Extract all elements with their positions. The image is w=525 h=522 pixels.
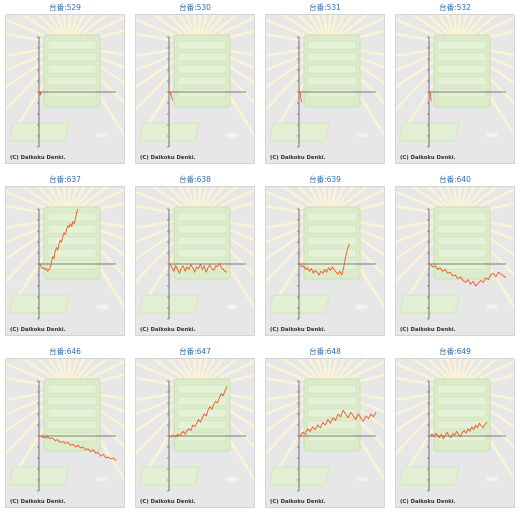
line-chart <box>266 15 384 148</box>
chart-panel: (C) Daikoku Denki. <box>265 358 385 508</box>
chart-panel: (C) Daikoku Denki. <box>395 14 515 164</box>
chart-title[interactable]: 台番:647 <box>179 347 211 356</box>
line-chart <box>266 187 384 320</box>
series-line <box>429 263 507 287</box>
background-decoration <box>396 187 514 314</box>
chart-title[interactable]: 台番:530 <box>179 3 211 12</box>
chart-title[interactable]: 台番:639 <box>309 175 341 184</box>
series-line <box>39 435 117 462</box>
chart-cell: 台番:530 (C) Daikoku Denki. <box>135 0 255 170</box>
chart-title[interactable]: 台番:638 <box>179 175 211 184</box>
series-line <box>299 243 350 276</box>
line-chart <box>6 15 124 148</box>
line-chart <box>6 187 124 320</box>
chart-panel: (C) Daikoku Denki. <box>265 14 385 164</box>
background-decoration <box>136 187 254 314</box>
copyright-text: (C) Daikoku Denki. <box>400 499 456 505</box>
series-line <box>39 208 79 272</box>
chart-panel: (C) Daikoku Denki. <box>395 186 515 336</box>
chart-panel: (C) Daikoku Denki. <box>135 186 255 336</box>
series-line <box>39 91 42 96</box>
chart-title[interactable]: 台番:637 <box>49 175 81 184</box>
chart-panel: (C) Daikoku Denki. <box>5 186 125 336</box>
line-chart <box>396 359 514 492</box>
chart-title[interactable]: 台番:531 <box>309 3 341 12</box>
background-decoration <box>6 15 124 142</box>
series-line <box>299 409 377 437</box>
copyright-text: (C) Daikoku Denki. <box>10 499 66 505</box>
copyright-text: (C) Daikoku Denki. <box>140 499 196 505</box>
chart-title[interactable]: 台番:646 <box>49 347 81 356</box>
series-line <box>429 421 488 440</box>
background-decoration <box>136 15 254 142</box>
line-chart <box>136 15 254 148</box>
chart-cell: 台番:647 (C) Daikoku Denki. <box>135 344 255 514</box>
background-decoration <box>266 359 384 486</box>
chart-title[interactable]: 台番:649 <box>439 347 471 356</box>
line-chart <box>6 359 124 492</box>
copyright-text: (C) Daikoku Denki. <box>10 155 66 161</box>
chart-cell: 台番:637 (C) Daikoku Denki. <box>5 172 125 342</box>
chart-cell: 台番:532 (C) Daikoku Denki. <box>395 0 515 170</box>
copyright-text: (C) Daikoku Denki. <box>400 327 456 333</box>
chart-panel: (C) Daikoku Denki. <box>395 358 515 508</box>
background-decoration <box>6 359 124 486</box>
series-line <box>299 91 303 103</box>
copyright-text: (C) Daikoku Denki. <box>270 499 326 505</box>
chart-cell: 台番:531 (C) Daikoku Denki. <box>265 0 385 170</box>
chart-cell: 台番:640 (C) Daikoku Denki. <box>395 172 515 342</box>
chart-cell: 台番:646 (C) Daikoku Denki. <box>5 344 125 514</box>
line-chart <box>396 187 514 320</box>
background-decoration <box>6 187 124 314</box>
line-chart <box>136 359 254 492</box>
chart-panel: (C) Daikoku Denki. <box>135 14 255 164</box>
chart-panel: (C) Daikoku Denki. <box>5 14 125 164</box>
chart-cell: 台番:649 (C) Daikoku Denki. <box>395 344 515 514</box>
background-decoration <box>136 359 254 486</box>
copyright-text: (C) Daikoku Denki. <box>270 327 326 333</box>
chart-panel: (C) Daikoku Denki. <box>5 358 125 508</box>
series-line <box>429 91 432 102</box>
background-decoration <box>396 15 514 142</box>
chart-title[interactable]: 台番:532 <box>439 3 471 12</box>
background-decoration <box>266 187 384 314</box>
copyright-text: (C) Daikoku Denki. <box>140 155 196 161</box>
chart-title[interactable]: 台番:640 <box>439 175 471 184</box>
chart-panel: (C) Daikoku Denki. <box>135 358 255 508</box>
series-line <box>169 386 228 438</box>
copyright-text: (C) Daikoku Denki. <box>400 155 456 161</box>
series-line <box>169 262 228 274</box>
copyright-text: (C) Daikoku Denki. <box>270 155 326 161</box>
background-decoration <box>396 359 514 486</box>
chart-cell: 台番:529 (C) Daikoku Denki. <box>5 0 125 170</box>
chart-title[interactable]: 台番:648 <box>309 347 341 356</box>
line-chart <box>266 359 384 492</box>
chart-cell: 台番:639 (C) Daikoku Denki. <box>265 172 385 342</box>
chart-panel: (C) Daikoku Denki. <box>265 186 385 336</box>
background-decoration <box>266 15 384 142</box>
copyright-text: (C) Daikoku Denki. <box>10 327 66 333</box>
chart-title[interactable]: 台番:529 <box>49 3 81 12</box>
chart-cell: 台番:648 (C) Daikoku Denki. <box>265 344 385 514</box>
chart-cell: 台番:638 (C) Daikoku Denki. <box>135 172 255 342</box>
line-chart <box>136 187 254 320</box>
series-line <box>169 91 173 101</box>
copyright-text: (C) Daikoku Denki. <box>140 327 196 333</box>
line-chart <box>396 15 514 148</box>
